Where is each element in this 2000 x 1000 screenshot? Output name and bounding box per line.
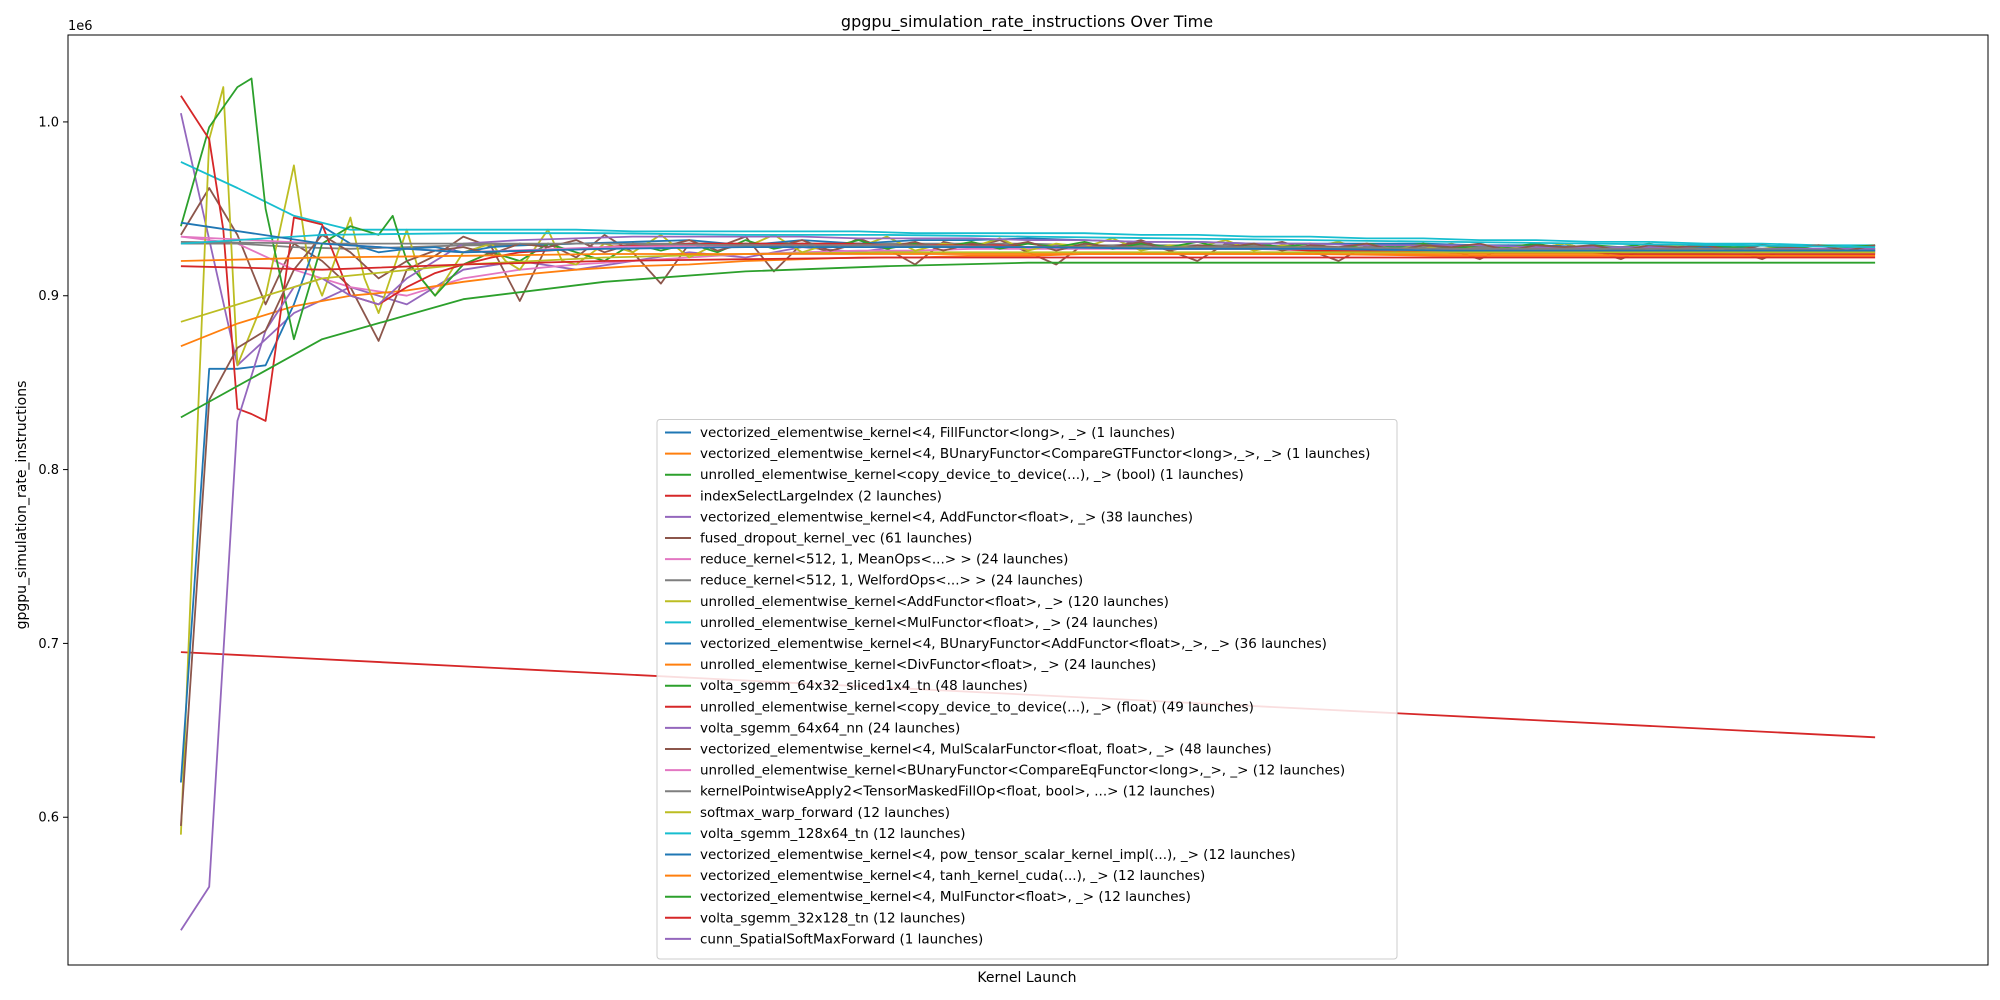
legend-entry-label: kernelPointwiseApply2<TensorMaskedFillOp… bbox=[700, 784, 1215, 800]
y-tick-label: 0.8 bbox=[38, 463, 59, 478]
legend-entry-label: vectorized_elementwise_kernel<4, pow_ten… bbox=[700, 847, 1296, 863]
legend-entry-label: vectorized_elementwise_kernel<4, AddFunc… bbox=[700, 509, 1193, 525]
legend-entry-label: fused_dropout_kernel_vec (61 launches) bbox=[700, 531, 972, 547]
legend-entry-label: volta_sgemm_64x32_sliced1x4_tn (48 launc… bbox=[700, 678, 1028, 694]
legend-entry-label: cunn_SpatialSoftMaxForward (1 launches) bbox=[700, 931, 983, 947]
series-line-10 bbox=[180, 161, 1876, 247]
y-tick-label: 0.7 bbox=[38, 637, 59, 652]
legend-entry-label: volta_sgemm_128x64_tn (12 launches) bbox=[700, 826, 966, 842]
series-line-12 bbox=[180, 253, 1876, 348]
legend-entry-label: vectorized_elementwise_kernel<4, FillFun… bbox=[700, 425, 1175, 441]
legend-entry-label: unrolled_elementwise_kernel<copy_device_… bbox=[700, 467, 1244, 483]
series-line-20 bbox=[180, 232, 1876, 248]
series-line-21 bbox=[180, 221, 1876, 254]
series-line-24 bbox=[180, 256, 1876, 271]
y-tick-label: 0.9 bbox=[38, 289, 59, 304]
legend-entry-label: vectorized_elementwise_kernel<4, BUnaryF… bbox=[700, 446, 1370, 462]
x-axis-label: Kernel Launch bbox=[977, 970, 1076, 986]
y-tick-label: 1.0 bbox=[38, 115, 59, 130]
legend-entry-label: unrolled_elementwise_kernel<MulFunctor<f… bbox=[700, 615, 1158, 631]
legend-entry-label: unrolled_elementwise_kernel<AddFunctor<f… bbox=[700, 594, 1169, 610]
legend-entry-label: unrolled_elementwise_kernel<copy_device_… bbox=[700, 699, 1254, 715]
series-line-16 bbox=[180, 233, 1876, 826]
legend-entry-label: vectorized_elementwise_kernel<4, MulFunc… bbox=[700, 889, 1191, 905]
chart-title: gpgpu_simulation_rate_instructions Over … bbox=[841, 12, 1213, 32]
y-tick-label: 0.6 bbox=[38, 811, 59, 826]
y-axis-label: gpgpu_simulation_rate_instructions bbox=[14, 381, 30, 630]
legend-entry-label: volta_sgemm_64x64_nn (24 launches) bbox=[700, 720, 960, 736]
legend-entry-label: reduce_kernel<512, 1, MeanOps<...> > (24… bbox=[700, 552, 1068, 568]
legend-entry-label: volta_sgemm_32x128_tn (12 launches) bbox=[700, 910, 966, 926]
y-offset-label: 1e6 bbox=[68, 19, 93, 34]
legend-entry-label: vectorized_elementwise_kernel<4, MulScal… bbox=[700, 742, 1272, 758]
legend-entry-label: vectorized_elementwise_kernel<4, tanh_ke… bbox=[700, 868, 1205, 884]
axes-frame bbox=[67, 34, 1989, 966]
plot-area: 0.6 0.7 0.8 0.9 1.0 bbox=[38, 34, 1989, 966]
legend-entry-label: softmax_warp_forward (12 launches) bbox=[700, 805, 950, 821]
legend: vectorized_elementwise_kernel<4, FillFun… bbox=[656, 419, 1398, 960]
series-line-23 bbox=[180, 261, 1876, 419]
legend-entry-label: indexSelectLargeIndex (2 launches) bbox=[700, 488, 942, 504]
legend-entry-label: unrolled_elementwise_kernel<BUnaryFuncto… bbox=[700, 763, 1345, 779]
series-line-22 bbox=[180, 253, 1876, 262]
legend-box bbox=[656, 419, 1398, 960]
legend-entry-label: reduce_kernel<512, 1, WelfordOps<...> > … bbox=[700, 573, 1083, 589]
legend-entry-label: unrolled_elementwise_kernel<DivFunctor<f… bbox=[700, 657, 1156, 673]
legend-entry-label: vectorized_elementwise_kernel<4, BUnaryF… bbox=[700, 636, 1327, 652]
